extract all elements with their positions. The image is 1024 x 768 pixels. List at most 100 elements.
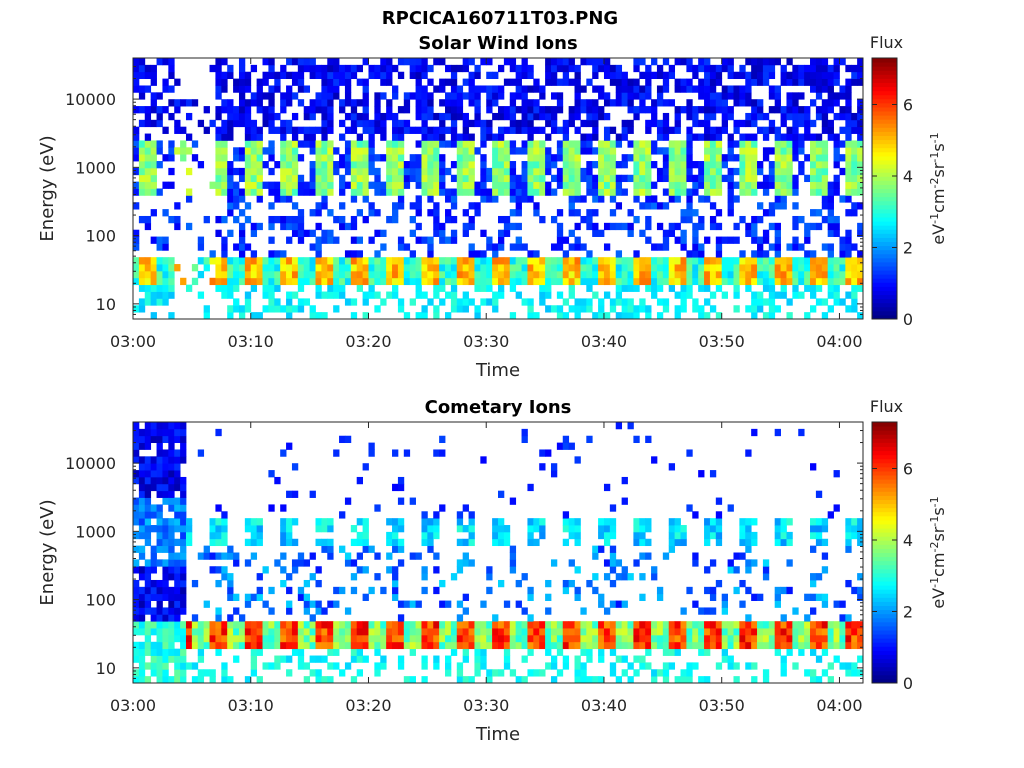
spectrogram-cell	[162, 545, 169, 553]
spectrogram-cell	[580, 243, 587, 251]
spectrogram-cell	[592, 174, 599, 183]
spectrogram-cell	[639, 270, 646, 279]
spectrogram-cell	[133, 257, 140, 265]
spectrogram-cell	[380, 92, 387, 100]
spectrogram-cell	[704, 78, 711, 86]
spectrogram-cell	[327, 106, 334, 114]
spectrogram-cell	[462, 126, 469, 134]
spectrogram-cell	[456, 264, 464, 272]
spectrogram-cell	[668, 641, 676, 650]
spectrogram-cell	[327, 634, 334, 643]
spectrogram-cell	[474, 284, 481, 292]
spectrogram-cell	[439, 257, 446, 265]
spectrogram-cell	[527, 112, 534, 121]
spectrogram-cell	[633, 435, 640, 444]
spectrogram-cell	[374, 257, 381, 265]
spectrogram-cell	[374, 270, 381, 279]
spectrogram-cell	[185, 167, 193, 176]
spectrogram-cell	[256, 531, 263, 540]
spectrogram-cell	[339, 634, 346, 643]
spectrogram-cell	[350, 270, 358, 279]
spectrogram-cell	[174, 497, 181, 505]
spectrogram-cell	[609, 525, 617, 533]
colorbar-step	[872, 66, 897, 71]
spectrogram-cell	[545, 167, 552, 176]
spectrogram-cell	[580, 174, 587, 183]
colorbar-step	[872, 184, 897, 189]
spectrogram-cell	[721, 92, 728, 100]
spectrogram-cell	[686, 174, 693, 183]
spectrogram-cell	[586, 222, 593, 231]
spectrogram-cell	[374, 648, 381, 656]
spectrogram-cell	[633, 305, 640, 313]
spectrogram-cell	[521, 655, 528, 663]
spectrogram-cell	[262, 270, 269, 279]
spectrogram-cell	[810, 85, 817, 93]
spectrogram-cell	[280, 64, 287, 73]
colorbar-step	[872, 58, 897, 63]
spectrogram-cell	[474, 188, 481, 196]
spectrogram-cell	[356, 174, 363, 183]
spectrogram-cell	[651, 58, 658, 66]
spectrogram-cell	[674, 140, 681, 148]
spectrogram-cell	[256, 126, 263, 134]
spectrogram-cell	[244, 298, 252, 306]
spectrogram-cell	[156, 655, 163, 663]
spectrogram-cell	[344, 85, 352, 93]
spectrogram-cell	[498, 154, 505, 162]
spectrogram-cell	[804, 634, 811, 643]
spectrogram-cell	[462, 161, 469, 169]
spectrogram-cell	[244, 538, 252, 547]
spectrogram-cell	[262, 621, 269, 629]
spectrogram-cell	[739, 99, 746, 107]
spectrogram-cell	[621, 92, 628, 100]
spectrogram-cell	[568, 161, 575, 169]
colorbar-step	[872, 115, 897, 120]
spectrogram-cell	[509, 161, 517, 169]
spectrogram-cell	[180, 552, 187, 560]
spectrogram-cell	[133, 511, 140, 519]
spectrogram-cell	[138, 655, 146, 663]
spectrogram-cell	[221, 573, 228, 581]
spectrogram-cell	[174, 470, 181, 478]
spectrogram-cell	[180, 483, 187, 492]
spectrogram-cell	[780, 181, 787, 189]
spectrogram-cell	[197, 243, 205, 251]
spectrogram-cell	[739, 552, 746, 560]
colorbar-step	[872, 560, 897, 566]
spectrogram-cell	[727, 71, 734, 80]
spectrogram-cell	[409, 154, 416, 162]
spectrogram-cell	[344, 264, 352, 272]
spectrogram-cell	[374, 181, 381, 189]
spectrogram-cell	[627, 662, 634, 670]
spectrogram-cell	[821, 312, 829, 320]
spectrogram-cell	[197, 236, 205, 244]
spectrogram-cell	[792, 99, 799, 107]
spectrogram-cell	[527, 174, 534, 183]
spectrogram-cell	[244, 126, 252, 134]
spectrogram-cell	[321, 264, 328, 272]
spectrogram-cell	[144, 154, 152, 162]
spectrogram-cell	[839, 112, 846, 121]
spectrogram-cell	[268, 154, 275, 162]
spectrogram-cell	[509, 195, 517, 203]
x-tick-label: 03:40	[581, 332, 627, 351]
spectrogram-cell	[562, 64, 570, 73]
spectrogram-cell	[274, 559, 281, 567]
spectrogram-cell	[350, 264, 358, 272]
spectrogram-cell	[845, 64, 852, 73]
spectrogram-cell	[786, 634, 793, 643]
spectrogram-cell	[244, 133, 252, 141]
spectrogram-cell	[174, 422, 181, 430]
spectrogram-cell	[592, 277, 599, 286]
spectrogram-cell	[727, 209, 734, 217]
spectrogram-cell	[256, 264, 263, 272]
spectrogram-cell	[297, 593, 305, 601]
spectrogram-cell	[291, 181, 299, 189]
spectrogram-cell	[609, 518, 617, 526]
spectrogram-cell	[156, 559, 163, 567]
spectrogram-cell	[156, 607, 163, 615]
spectrogram-cell	[815, 78, 823, 86]
spectrogram-cell	[309, 312, 316, 320]
spectrogram-cell	[474, 181, 481, 189]
